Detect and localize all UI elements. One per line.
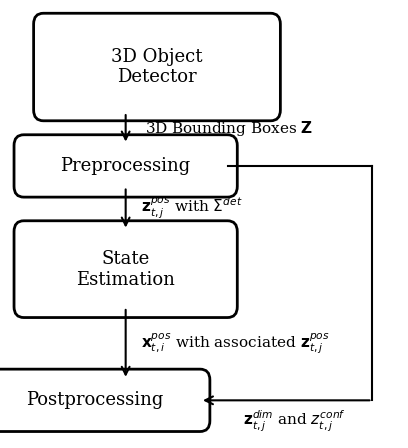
Text: 3D Bounding Boxes $\mathbf{Z}$: 3D Bounding Boxes $\mathbf{Z}$ <box>145 119 314 138</box>
Text: $\mathbf{z}_{t,j}^{pos}$ with $\Sigma^{det}$: $\mathbf{z}_{t,j}^{pos}$ with $\Sigma^{d… <box>141 196 243 221</box>
Text: State
Estimation: State Estimation <box>76 250 175 289</box>
FancyBboxPatch shape <box>14 135 237 197</box>
Text: 3D Object
Detector: 3D Object Detector <box>111 47 203 86</box>
Text: $\mathbf{z}_{t,j}^{dim}$ and $z_{t,j}^{conf}$: $\mathbf{z}_{t,j}^{dim}$ and $z_{t,j}^{c… <box>243 409 346 434</box>
FancyBboxPatch shape <box>0 369 210 431</box>
Text: Preprocessing: Preprocessing <box>60 157 191 175</box>
FancyBboxPatch shape <box>14 221 237 318</box>
FancyBboxPatch shape <box>33 13 280 121</box>
Text: Postprocessing: Postprocessing <box>26 392 163 409</box>
Text: $\mathbf{x}_{t,i}^{pos}$ with associated $\mathbf{z}_{t,j}^{pos}$: $\mathbf{x}_{t,i}^{pos}$ with associated… <box>141 331 330 356</box>
